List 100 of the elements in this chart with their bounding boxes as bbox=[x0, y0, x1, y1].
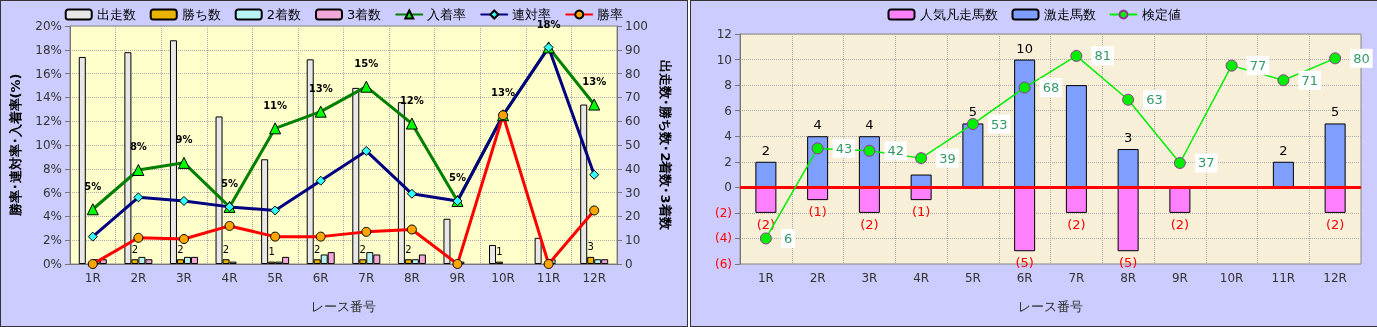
x-tick-label: 4R bbox=[913, 271, 930, 285]
data-label: 71 bbox=[1301, 72, 1318, 88]
y-axis-title: 勝率･連対率･入着率(%) bbox=[8, 73, 23, 218]
data-label: 42 bbox=[887, 143, 904, 159]
y-tick-label: 14% bbox=[35, 90, 62, 105]
y-tick-label: 16% bbox=[35, 66, 62, 81]
data-label: 81 bbox=[1094, 48, 1111, 64]
legend-label: 3着数 bbox=[347, 7, 382, 22]
data-label: 11% bbox=[263, 99, 288, 111]
legend-label: 2着数 bbox=[266, 7, 302, 22]
data-label: 1 bbox=[496, 246, 503, 258]
data-label: 2 bbox=[761, 142, 771, 158]
data-label: 63 bbox=[1146, 92, 1163, 108]
data-label: 2 bbox=[177, 243, 184, 255]
y2-tick-label: 0 bbox=[625, 257, 633, 271]
x-tick-label: 10R bbox=[1219, 271, 1244, 285]
x-tick-label: 8R bbox=[403, 271, 420, 285]
data-label: (1) bbox=[911, 204, 931, 220]
data-label: 2 bbox=[359, 243, 366, 255]
x-tick-label: 4R bbox=[221, 271, 238, 285]
y-tick-label: 0 bbox=[724, 180, 732, 195]
y2-tick-label: 90 bbox=[625, 42, 641, 57]
data-label: 39 bbox=[939, 150, 956, 166]
data-label: 2 bbox=[222, 243, 230, 255]
y-tick-label: (6) bbox=[715, 257, 732, 271]
y2-tick-label: 40 bbox=[625, 161, 641, 176]
x-tick-label: 5R bbox=[267, 271, 284, 285]
x-tick-label: 6R bbox=[312, 271, 329, 285]
data-label: 2 bbox=[314, 243, 321, 255]
x-tick-label: 5R bbox=[964, 271, 981, 285]
y2-tick-label: 30 bbox=[625, 185, 641, 200]
data-label: 43 bbox=[835, 140, 853, 156]
y-tick-label: (2) bbox=[715, 205, 732, 220]
data-label: (5) bbox=[1015, 255, 1034, 271]
data-label: 5 bbox=[1330, 104, 1340, 120]
data-label: 4 bbox=[813, 117, 822, 133]
y-tick-label: 4% bbox=[42, 209, 62, 224]
data-label: 1 bbox=[268, 246, 275, 258]
y2-tick-label: 50 bbox=[625, 138, 641, 152]
data-label: 10 bbox=[1016, 40, 1033, 56]
data-label: 13% bbox=[491, 86, 516, 98]
data-label: (2) bbox=[1067, 216, 1086, 232]
data-label: 77 bbox=[1249, 58, 1267, 74]
y-tick-label: 12% bbox=[35, 114, 62, 129]
y-tick-label: 8% bbox=[42, 161, 62, 176]
y-tick-label: 4 bbox=[724, 129, 732, 144]
x-tick-label: 1R bbox=[84, 271, 101, 285]
y-tick-label: 8 bbox=[724, 78, 732, 93]
data-label: 2 bbox=[131, 243, 139, 255]
x-tick-label: 10R bbox=[491, 271, 515, 285]
x-axis-title: レース番号 bbox=[311, 299, 376, 314]
x-tick-label: 7R bbox=[358, 271, 375, 285]
data-label: 3 bbox=[587, 241, 594, 253]
legend-label: 勝率 bbox=[597, 7, 624, 22]
data-label: 18% bbox=[536, 18, 561, 30]
y2-tick-label: 70 bbox=[625, 90, 641, 105]
y-tick-label: 6 bbox=[724, 103, 732, 118]
data-label: 5% bbox=[221, 178, 239, 190]
y2-tick-label: 100 bbox=[625, 19, 648, 33]
legend-label: 検定値 bbox=[1141, 7, 1181, 22]
data-label: (2) bbox=[1325, 216, 1345, 232]
data-label: 2 bbox=[405, 243, 412, 255]
y2-tick-label: 20 bbox=[625, 209, 641, 224]
data-label: 3 bbox=[1123, 130, 1133, 145]
y-tick-label: 20% bbox=[35, 19, 62, 33]
data-label: 15% bbox=[354, 58, 379, 70]
data-label: 80 bbox=[1353, 50, 1370, 66]
data-label: 5 bbox=[968, 104, 978, 120]
y-tick-label: 2% bbox=[42, 233, 62, 248]
data-label: 2 bbox=[1279, 142, 1288, 158]
x-tick-label: 11R bbox=[536, 271, 561, 285]
data-label: 4 bbox=[865, 117, 874, 133]
data-label: 5% bbox=[448, 172, 466, 184]
data-label: 68 bbox=[1042, 80, 1060, 96]
x-tick-label: 7R bbox=[1068, 271, 1085, 285]
legend-label: 出走数 bbox=[96, 7, 136, 22]
x-tick-label: 1R bbox=[757, 271, 774, 285]
data-label: (1) bbox=[808, 204, 827, 220]
y-tick-label: 12 bbox=[716, 27, 732, 41]
data-label: 37 bbox=[1197, 155, 1215, 171]
data-label: (2) bbox=[756, 216, 776, 232]
y2-axis-title: 出走数･勝ち数･2着数･3着数 bbox=[657, 60, 673, 231]
x-tick-label: 12R bbox=[1323, 271, 1347, 285]
x-tick-label: 2R bbox=[809, 271, 826, 285]
data-label: (5) bbox=[1118, 255, 1138, 271]
x-tick-label: 8R bbox=[1120, 271, 1137, 285]
y-tick-label: (4) bbox=[715, 231, 732, 246]
y-tick-label: 18% bbox=[35, 42, 62, 57]
data-label: 12% bbox=[399, 95, 424, 107]
legend-label: 勝ち数 bbox=[181, 7, 221, 22]
y-tick-label: 10% bbox=[35, 138, 62, 152]
x-tick-label: 12R bbox=[582, 271, 607, 285]
data-label: 6 bbox=[783, 230, 793, 246]
x-tick-label: 9R bbox=[1171, 271, 1188, 285]
y-tick-label: 0% bbox=[42, 257, 62, 271]
x-tick-label: 9R bbox=[449, 271, 466, 285]
data-label: (2) bbox=[1170, 216, 1190, 232]
x-tick-label: 11R bbox=[1271, 271, 1296, 285]
y-tick-label: 2 bbox=[724, 154, 732, 169]
legend-label: 入着率 bbox=[427, 7, 467, 22]
